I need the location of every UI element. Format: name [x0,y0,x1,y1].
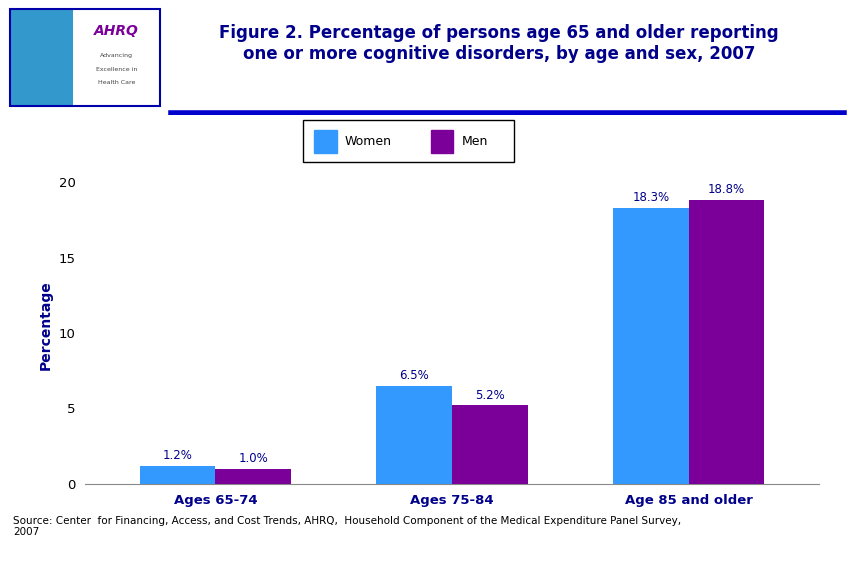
Text: Men: Men [461,135,487,147]
Text: 18.8%: 18.8% [707,184,745,196]
Bar [376,386,452,484]
Bar [613,208,688,484]
FancyBboxPatch shape [72,9,159,106]
Bar [216,469,291,484]
Text: AHRQ: AHRQ [94,24,138,37]
Text: Women: Women [344,135,391,147]
Text: Health Care: Health Care [97,80,135,85]
Y-axis label: Percentage: Percentage [39,281,53,370]
Text: Advancing: Advancing [100,53,133,58]
FancyBboxPatch shape [303,120,513,162]
Text: Excellence in: Excellence in [95,67,137,72]
Text: 1.2%: 1.2% [163,449,193,462]
Bar [452,406,527,484]
Text: 5.2%: 5.2% [475,389,504,401]
Bar [430,130,452,153]
Text: Figure 2. Percentage of persons age 65 and older reporting
one or more cognitive: Figure 2. Percentage of persons age 65 a… [219,24,778,63]
FancyBboxPatch shape [10,9,72,106]
Text: 18.3%: 18.3% [631,191,669,204]
Text: 6.5%: 6.5% [399,369,429,382]
Text: 1.0%: 1.0% [239,452,268,465]
Bar [314,130,336,153]
Bar [688,200,763,484]
Text: Source: Center  for Financing, Access, and Cost Trends, AHRQ,  Household Compone: Source: Center for Financing, Access, an… [13,516,680,537]
Bar [140,466,216,484]
